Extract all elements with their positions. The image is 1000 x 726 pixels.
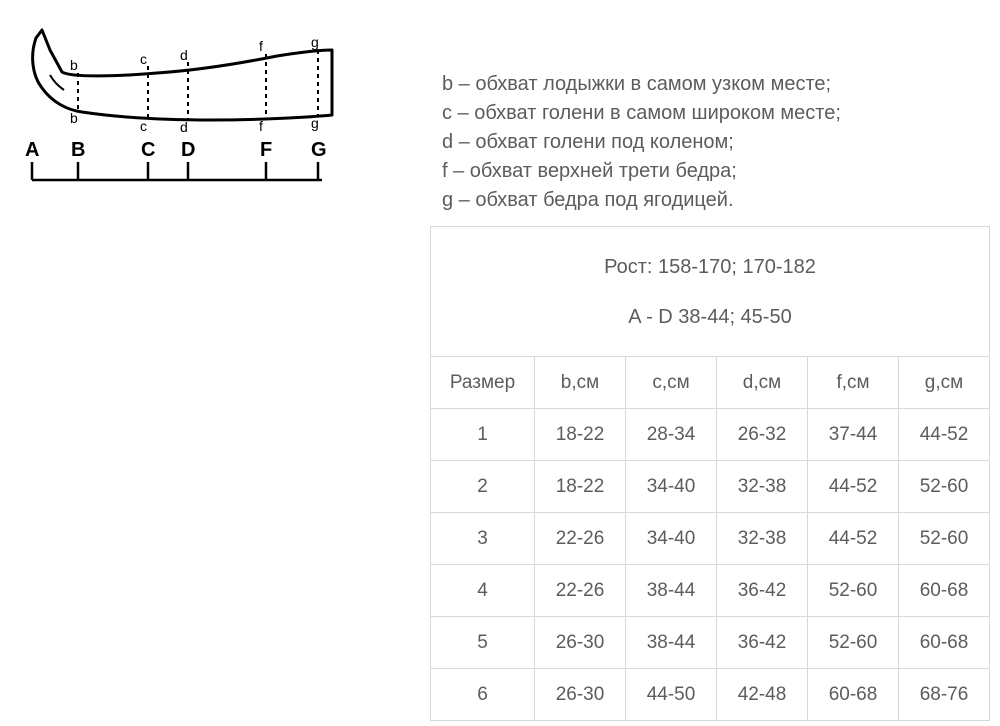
legend-line-g: g – обхват бедра под ягодицей. [442,186,982,215]
measurement-legend: b – обхват лодыжки в самом узком месте; … [442,70,982,215]
table-body: 118-2228-3426-3237-4444-52218-2234-4032-… [431,409,990,721]
table-row: 218-2234-4032-3844-5252-60 [431,461,990,513]
table-cell: 68-76 [899,669,990,721]
col-b: b,см [535,357,626,409]
table-cell: 18-22 [535,461,626,513]
table-cell: 44-52 [899,409,990,461]
table-row: 422-2638-4436-4252-6060-68 [431,565,990,617]
table-cell: 38-44 [626,565,717,617]
svg-text:g: g [311,115,319,131]
ruler-letter-c: C [141,139,155,161]
ruler-letter-a: A [25,139,39,161]
ruler-letter-b: B [71,139,85,161]
table-cell: 32-38 [717,513,808,565]
col-f: f,см [808,357,899,409]
table-cell: 26-30 [535,669,626,721]
table-cell: 44-52 [808,461,899,513]
table-cell: 44-52 [808,513,899,565]
size-table-container: Рост: 158-170; 170-182 A - D 38-44; 45-5… [430,226,990,721]
table-header-block: Рост: 158-170; 170-182 A - D 38-44; 45-5… [431,227,990,357]
svg-text:c: c [140,118,147,134]
legend-line-d: d – обхват голени под коленом; [442,128,982,157]
table-cell: 32-38 [717,461,808,513]
table-cell: 34-40 [626,461,717,513]
svg-text:d: d [180,119,188,135]
table-cell: 36-42 [717,617,808,669]
svg-text:b: b [70,110,78,126]
ruler-letter-g: G [311,139,327,161]
table-cell: 22-26 [535,513,626,565]
table-cell: 4 [431,565,535,617]
leg-measurement-diagram: b b c c d d f f g g A B C D F G [12,20,392,190]
table-cell: 3 [431,513,535,565]
table-cell: 2 [431,461,535,513]
svg-text:g: g [311,34,319,50]
table-cell: 38-44 [626,617,717,669]
svg-text:d: d [180,47,188,63]
svg-text:b: b [70,57,78,73]
table-cell: 60-68 [899,565,990,617]
table-cell: 36-42 [717,565,808,617]
ruler-letter-d: D [181,139,195,161]
legend-line-b: b – обхват лодыжки в самом узком месте; [442,70,982,99]
table-cell: 52-60 [808,617,899,669]
table-column-headers: Размер b,см c,см d,см f,см g,см [431,357,990,409]
legend-line-c: c – обхват голени в самом широком месте; [442,99,982,128]
table-cell: 52-60 [808,565,899,617]
table-cell: 60-68 [899,617,990,669]
table-cell: 26-32 [717,409,808,461]
col-g: g,см [899,357,990,409]
table-cell: 52-60 [899,461,990,513]
table-cell: 60-68 [808,669,899,721]
leg-svg: b b c c d d f f g g A B C D F G [12,20,392,190]
table-cell: 44-50 [626,669,717,721]
table-cell: 26-30 [535,617,626,669]
size-table: Рост: 158-170; 170-182 A - D 38-44; 45-5… [430,226,990,721]
table-cell: 42-48 [717,669,808,721]
legend-line-f: f – обхват верхней трети бедра; [442,157,982,186]
col-size: Размер [431,357,535,409]
table-cell: 37-44 [808,409,899,461]
table-cell: 18-22 [535,409,626,461]
table-row: 626-3044-5042-4860-6868-76 [431,669,990,721]
table-row: 118-2228-3426-3237-4444-52 [431,409,990,461]
table-cell: 28-34 [626,409,717,461]
svg-text:f: f [259,38,263,54]
svg-text:c: c [140,51,147,67]
table-cell: 22-26 [535,565,626,617]
ruler-letter-f: F [260,139,272,161]
col-d: d,см [717,357,808,409]
header-ad: A - D 38-44; 45-50 [431,292,989,342]
header-height: Рост: 158-170; 170-182 [431,242,989,292]
col-c: c,см [626,357,717,409]
svg-text:f: f [259,118,263,134]
table-cell: 34-40 [626,513,717,565]
table-row: 526-3038-4436-4252-6060-68 [431,617,990,669]
table-cell: 6 [431,669,535,721]
table-row: 322-2634-4032-3844-5252-60 [431,513,990,565]
table-cell: 1 [431,409,535,461]
table-cell: 52-60 [899,513,990,565]
table-cell: 5 [431,617,535,669]
